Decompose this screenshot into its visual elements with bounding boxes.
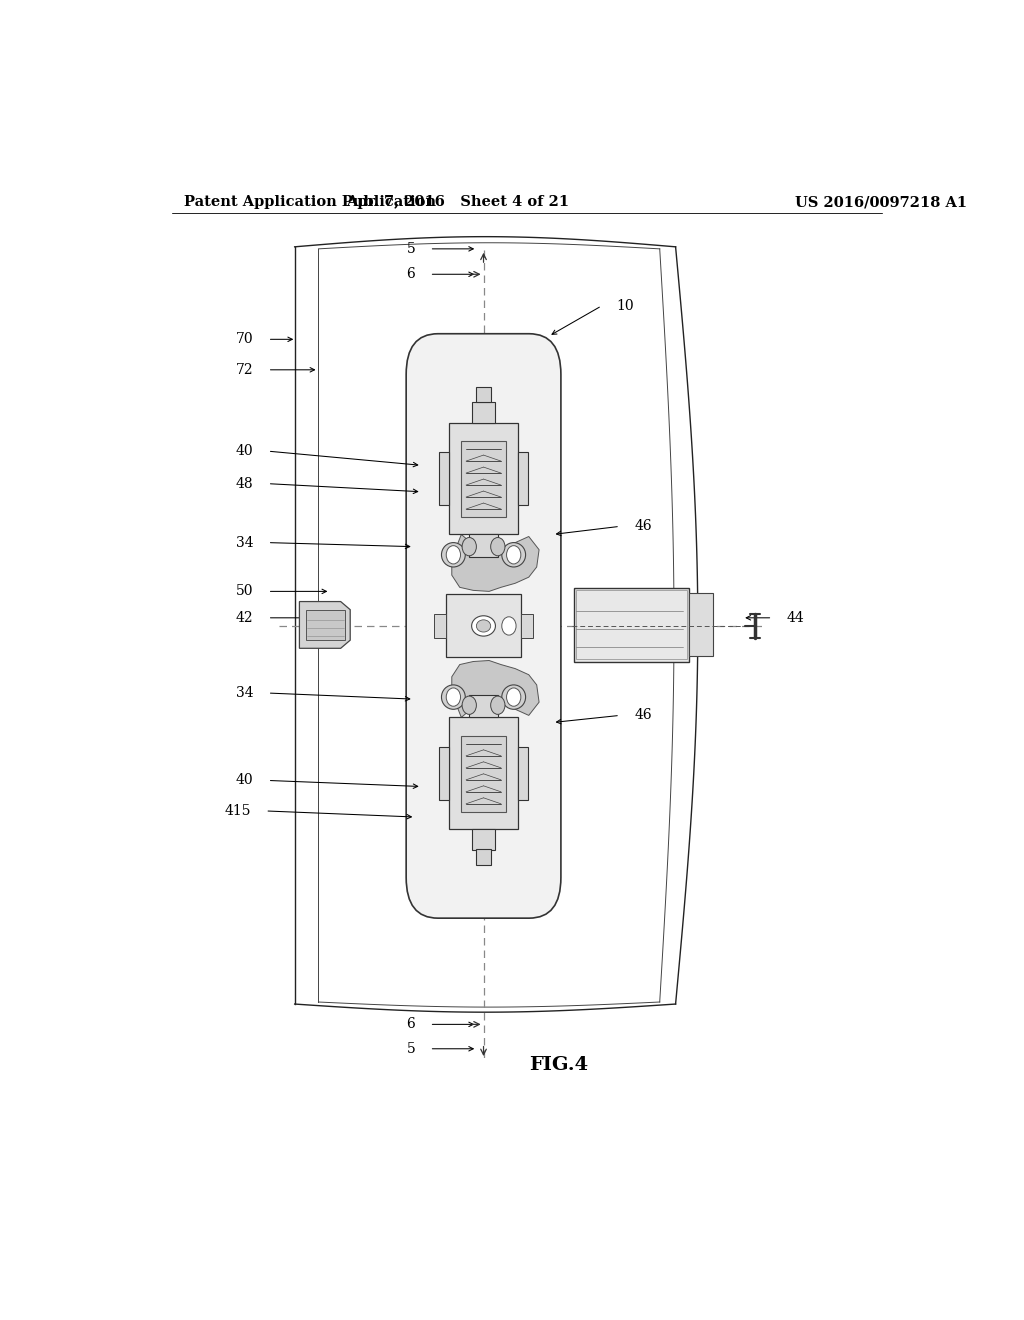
Circle shape xyxy=(446,688,461,706)
Circle shape xyxy=(462,537,476,556)
Text: 40: 40 xyxy=(236,444,253,458)
Text: 5: 5 xyxy=(407,1041,416,1056)
Ellipse shape xyxy=(476,620,490,632)
Bar xyxy=(439,747,449,800)
Text: 72: 72 xyxy=(236,363,253,376)
Polygon shape xyxy=(452,660,539,718)
Bar xyxy=(521,614,534,638)
Text: 5: 5 xyxy=(407,242,416,256)
Text: 46: 46 xyxy=(634,519,652,533)
Bar xyxy=(575,590,687,660)
Bar xyxy=(439,453,449,506)
Bar xyxy=(469,535,498,557)
Bar xyxy=(449,422,518,535)
Text: 6: 6 xyxy=(407,267,416,281)
Text: 70: 70 xyxy=(236,333,253,346)
Circle shape xyxy=(502,616,516,635)
Bar xyxy=(518,453,528,506)
Text: 415: 415 xyxy=(224,804,251,818)
Circle shape xyxy=(507,688,521,706)
Text: 34: 34 xyxy=(236,686,253,700)
Text: Apr. 7, 2016   Sheet 4 of 21: Apr. 7, 2016 Sheet 4 of 21 xyxy=(346,195,569,209)
Text: 6: 6 xyxy=(407,1018,416,1031)
Ellipse shape xyxy=(502,685,525,709)
Text: 42: 42 xyxy=(236,611,253,624)
Bar xyxy=(461,735,506,812)
Bar xyxy=(574,589,689,661)
Polygon shape xyxy=(452,535,539,591)
Ellipse shape xyxy=(441,543,465,568)
Circle shape xyxy=(490,537,505,556)
Polygon shape xyxy=(299,602,350,648)
Circle shape xyxy=(490,696,505,714)
Text: 50: 50 xyxy=(236,585,253,598)
Bar xyxy=(449,718,518,829)
Bar xyxy=(475,387,492,403)
Bar xyxy=(475,849,492,865)
Bar xyxy=(306,610,345,640)
Bar xyxy=(518,747,528,800)
Text: US 2016/0097218 A1: US 2016/0097218 A1 xyxy=(795,195,967,209)
Text: 10: 10 xyxy=(616,298,634,313)
Text: 46: 46 xyxy=(634,709,652,722)
Bar xyxy=(434,614,445,638)
Bar xyxy=(689,594,713,656)
Text: 44: 44 xyxy=(786,611,805,624)
Ellipse shape xyxy=(502,543,525,568)
Text: FIG.4: FIG.4 xyxy=(528,1056,588,1074)
Bar xyxy=(472,829,496,850)
Bar xyxy=(445,594,521,657)
Text: 40: 40 xyxy=(236,774,253,788)
Bar xyxy=(461,441,506,517)
Bar xyxy=(469,696,498,718)
FancyBboxPatch shape xyxy=(407,334,561,919)
Ellipse shape xyxy=(472,615,496,636)
Circle shape xyxy=(446,545,461,564)
Circle shape xyxy=(507,545,521,564)
Bar xyxy=(472,403,496,422)
Text: 48: 48 xyxy=(236,477,253,491)
Text: Patent Application Publication: Patent Application Publication xyxy=(183,195,435,209)
Text: 34: 34 xyxy=(236,536,253,549)
Ellipse shape xyxy=(441,685,465,709)
Circle shape xyxy=(462,696,476,714)
